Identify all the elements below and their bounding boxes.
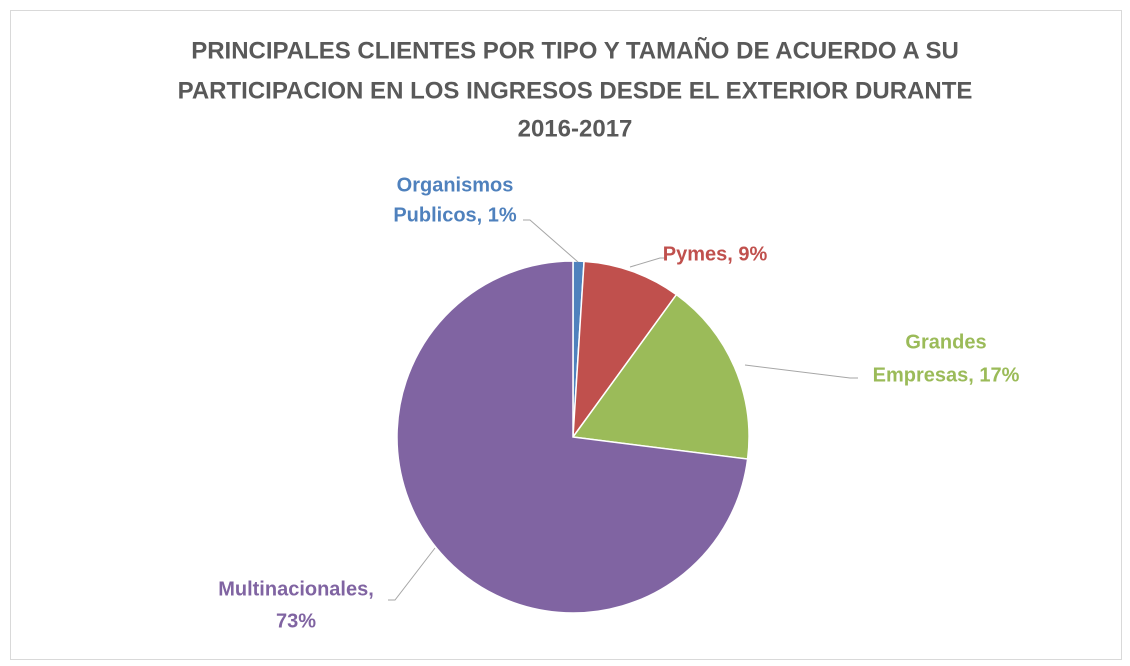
chart-title: 2016-2017: [518, 115, 633, 142]
chart-title: PARTICIPACION EN LOS INGRESOS DESDE EL E…: [178, 77, 973, 104]
chart-title: PRINCIPALES CLIENTES POR TIPO Y TAMAÑO D…: [191, 36, 959, 64]
leader-line: [388, 547, 436, 601]
pie-slice: [572, 260, 678, 440]
pie-slice: [396, 260, 749, 614]
pie-slice: [571, 293, 750, 460]
leader-line: [523, 219, 579, 263]
data-label: Pymes, 9%: [663, 243, 768, 265]
data-label: 73%: [276, 610, 316, 632]
leader-line: [629, 257, 667, 268]
data-label: Empresas, 17%: [873, 364, 1020, 386]
data-label: Publicos, 1%: [393, 204, 517, 226]
data-label: Grandes: [905, 331, 986, 353]
leader-line: [744, 364, 858, 379]
data-label: Organismos: [397, 174, 514, 196]
data-label: Multinacionales,: [218, 578, 374, 600]
